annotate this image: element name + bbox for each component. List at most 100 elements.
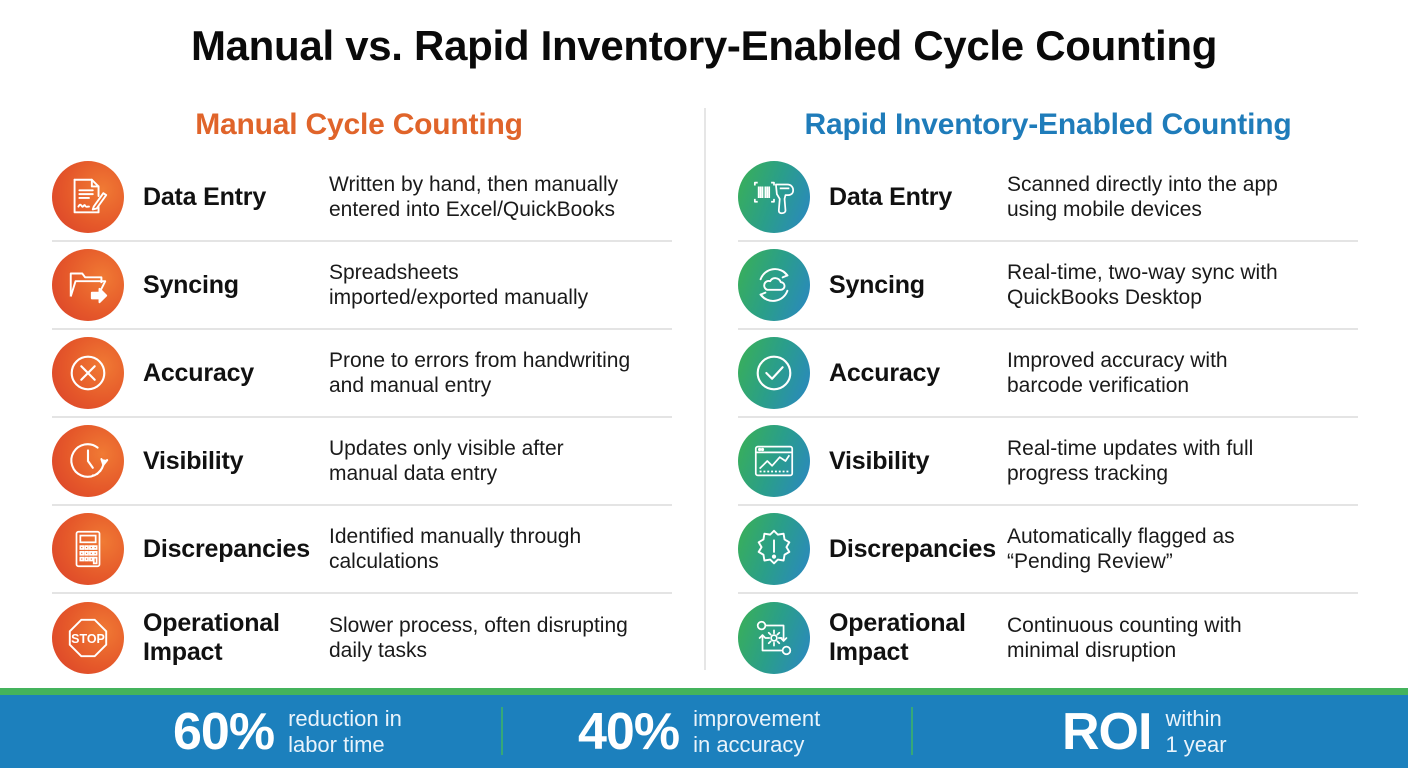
stat-value: 40% (578, 702, 680, 761)
stat-caption: reduction in labor time (288, 706, 402, 758)
row-label: Discrepancies (143, 534, 310, 563)
row-description-line: Slower process, often disrupting (329, 614, 628, 637)
row-label: Accuracy (829, 358, 940, 387)
check-circle-icon (738, 337, 810, 409)
row-label: Data Entry (829, 182, 953, 211)
row-description-line: imported/exported manually (329, 286, 589, 309)
row-description-line: Identified manually through (329, 525, 582, 548)
row-label: Accuracy (143, 358, 254, 387)
manual-row-accuracy: Accuracy Prone to errors from handwritin… (52, 330, 672, 418)
row-description-line: Continuous counting with (1007, 614, 1242, 637)
calculator-icon (52, 513, 124, 585)
row-description-line: Real-time, two-way sync with (1007, 261, 1278, 284)
manual-row-visibility: Visibility Updates only visible after ma… (52, 418, 672, 506)
stat-accuracy: 40% improvement in accuracy (578, 695, 820, 768)
row-description-line: Written by hand, then manually (329, 173, 619, 196)
row-description-line: progress tracking (1007, 462, 1169, 485)
page-title: Manual vs. Rapid Inventory-Enabled Cycle… (190, 22, 1218, 69)
row-description: Automatically flagged as “Pending Review… (1007, 524, 1358, 574)
row-description-line: entered into Excel/QuickBooks (329, 198, 615, 221)
svg-text:STOP: STOP (71, 632, 105, 646)
row-description-line: Spreadsheets (329, 261, 459, 284)
manual-row-operational-impact: STOP Operational Impact Slower process, … (52, 594, 672, 682)
row-label: Visibility (143, 446, 244, 475)
stat-labor-time: 60% reduction in labor time (173, 695, 402, 768)
stats-banner: 60% reduction in labor time 40% improvem… (0, 695, 1408, 768)
row-description-line: Prone to errors from handwriting (329, 349, 631, 372)
cloud-sync-icon (738, 249, 810, 321)
row-description-line: Real-time updates with full (1007, 437, 1254, 460)
row-description: Spreadsheets imported/exported manually (329, 260, 672, 310)
manual-row-data-entry: Data Entry Written by hand, then manuall… (52, 154, 672, 242)
row-description: Real-time, two-way sync with QuickBooks … (1007, 260, 1358, 310)
gear-cycle-icon (738, 602, 810, 674)
row-label: Syncing (829, 270, 925, 299)
x-circle-icon (52, 337, 124, 409)
stop-sign-icon: STOP (52, 602, 124, 674)
row-description: Slower process, often disrupting daily t… (329, 613, 672, 663)
dashboard-chart-icon (738, 425, 810, 497)
row-description-line: calculations (329, 550, 439, 573)
document-signature-icon (52, 161, 124, 233)
row-description: Real-time updates with full progress tra… (1007, 436, 1358, 486)
stat-caption-line: labor time (288, 731, 385, 757)
row-label: Visibility (829, 446, 930, 475)
rapid-row-syncing: Syncing Real-time, two-way sync with Qui… (738, 242, 1358, 330)
row-description: Continuous counting with minimal disrupt… (1007, 613, 1358, 663)
stat-roi: ROI within 1 year (1062, 695, 1227, 768)
stat-caption-line: improvement (693, 705, 821, 731)
rapid-row-visibility: Visibility Real-time updates with full p… (738, 418, 1358, 506)
row-description-line: Scanned directly into the app (1007, 173, 1278, 196)
rapid-row-discrepancies: Discrepancies Automatically flagged as “… (738, 506, 1358, 594)
rapid-row-data-entry: Data Entry Scanned directly into the app… (738, 154, 1358, 242)
alert-badge-icon (738, 513, 810, 585)
row-description: Improved accuracy with barcode verificat… (1007, 348, 1358, 398)
rapid-heading: Rapid Inventory-Enabled Counting (804, 108, 1292, 141)
row-description: Identified manually through calculations (329, 524, 672, 574)
column-divider (704, 108, 706, 670)
row-description-line: “Pending Review” (1007, 550, 1173, 573)
stat-caption-line: in accuracy (693, 731, 805, 757)
stat-separator (911, 707, 913, 755)
row-label: Data Entry (143, 182, 267, 211)
row-label: Operational Impact (124, 609, 329, 667)
row-description-line: QuickBooks Desktop (1007, 286, 1202, 309)
row-description-line: manual data entry (329, 462, 498, 485)
rapid-row-accuracy: Accuracy Improved accuracy with barcode … (738, 330, 1358, 418)
rapid-row-operational-impact: Operational Impact Continuous counting w… (738, 594, 1358, 682)
stat-caption-line: reduction in (288, 705, 402, 731)
clock-delay-icon (52, 425, 124, 497)
manual-row-syncing: Syncing Spreadsheets imported/exported m… (52, 242, 672, 330)
row-description-line: Automatically flagged as (1007, 525, 1235, 548)
row-description-line: Improved accuracy with (1007, 349, 1228, 372)
stat-caption-line: within (1165, 705, 1222, 731)
row-description-line: Updates only visible after (329, 437, 564, 460)
manual-column: Manual Cycle Counting Data Entry Written… (52, 100, 672, 682)
folder-export-icon (52, 249, 124, 321)
stat-caption: improvement in accuracy (693, 706, 820, 758)
manual-heading: Manual Cycle Counting (195, 108, 523, 141)
stat-caption: within 1 year (1165, 706, 1226, 758)
row-label-line: Impact (143, 638, 223, 666)
row-description-line: using mobile devices (1007, 198, 1202, 221)
row-description-line: daily tasks (329, 639, 428, 662)
row-label: Syncing (143, 270, 239, 299)
row-description: Scanned directly into the app using mobi… (1007, 172, 1358, 222)
row-description: Written by hand, then manually entered i… (329, 172, 672, 222)
rapid-column: Rapid Inventory-Enabled Counting Data En… (738, 100, 1358, 682)
row-label: Discrepancies (829, 534, 996, 563)
stat-caption-line: 1 year (1165, 731, 1227, 757)
row-label-line: Impact (829, 638, 909, 666)
row-label-line: Operational (143, 609, 280, 637)
manual-row-discrepancies: Discrepancies Identified manually throug… (52, 506, 672, 594)
stat-value: ROI (1062, 702, 1152, 761)
row-label-line: Operational (829, 609, 966, 637)
row-description-line: minimal disruption (1007, 639, 1177, 662)
stat-value: 60% (173, 702, 275, 761)
row-description: Prone to errors from handwriting and man… (329, 348, 672, 398)
barcode-scanner-icon (738, 161, 810, 233)
row-label: Operational Impact (810, 609, 1007, 667)
row-description: Updates only visible after manual data e… (329, 436, 672, 486)
row-description-line: and manual entry (329, 374, 492, 397)
banner-stripe (0, 688, 1408, 695)
